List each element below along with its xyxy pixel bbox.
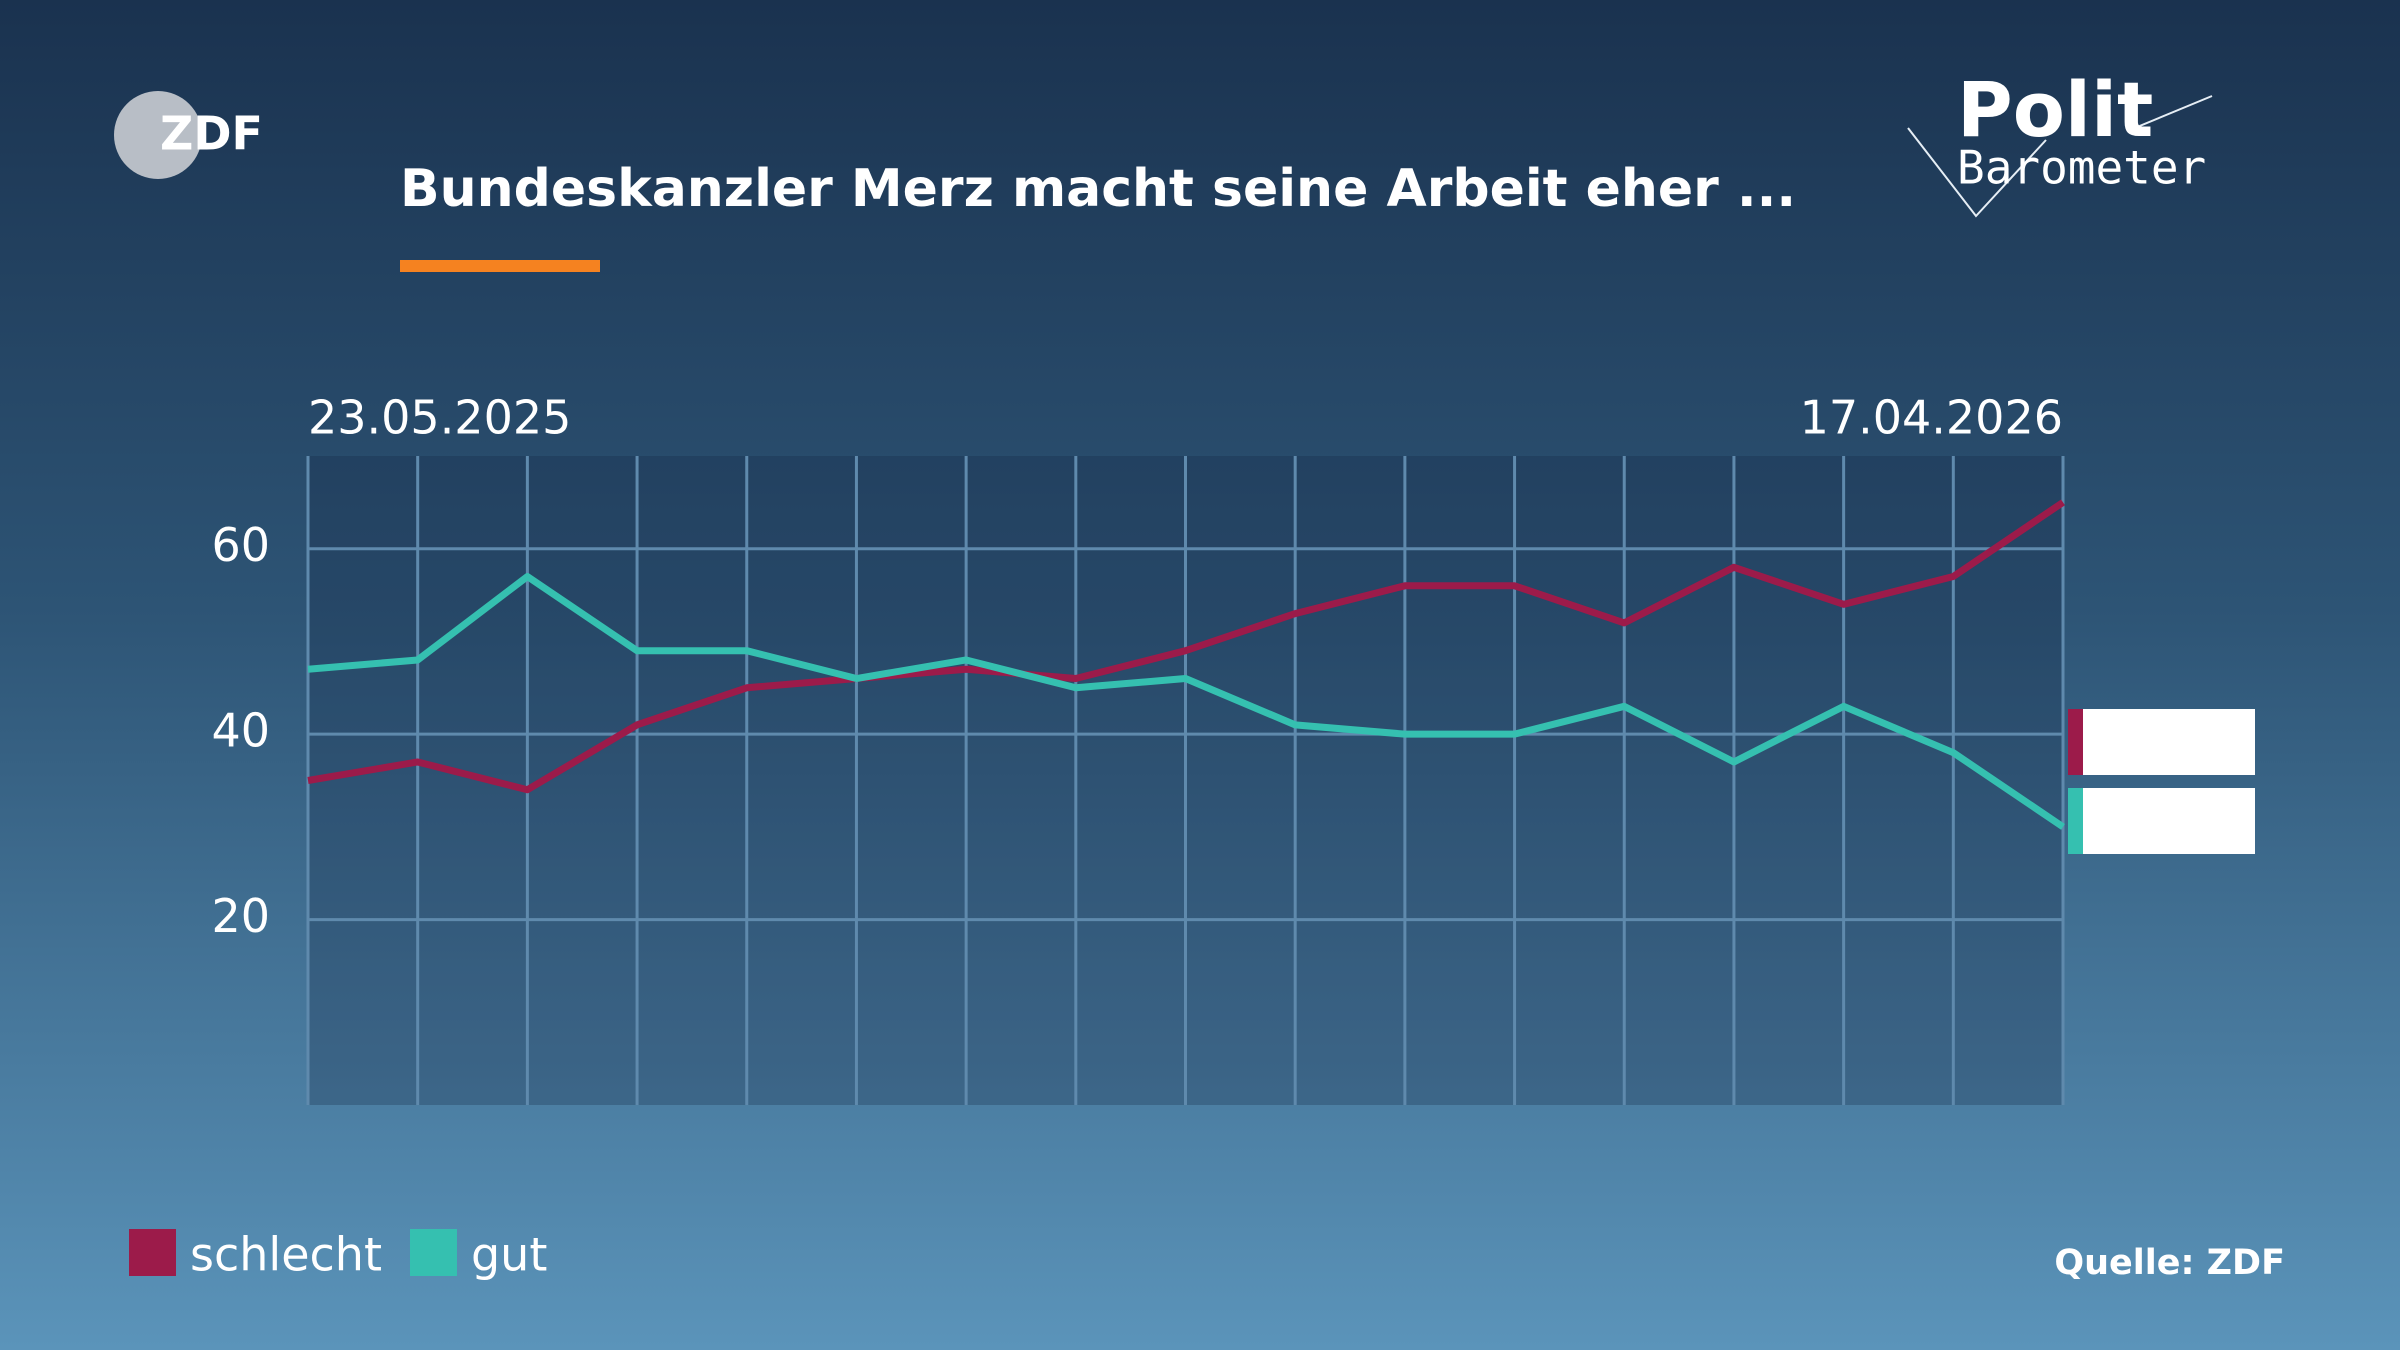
- y-tick-label: 20: [211, 889, 270, 943]
- barometer-check: [2129, 95, 2213, 131]
- title-underline: [400, 260, 600, 272]
- x-tick-label: 17.04.2026: [1800, 391, 2063, 445]
- source: Quelle: ZDF: [2054, 1243, 2285, 1283]
- legend-swatch: [129, 1229, 176, 1276]
- end-label: 65%: [2136, 713, 2247, 771]
- logo: ZDF: [160, 107, 263, 161]
- program-bottom: Barometer: [1957, 141, 2206, 195]
- end-label-swatch: [2068, 788, 2083, 854]
- series-line: [307, 573, 2065, 830]
- end-label-swatch: [2068, 709, 2083, 775]
- legend-swatch: [409, 1229, 457, 1276]
- barometer-check: [1907, 127, 2047, 218]
- series-line: [307, 499, 2065, 794]
- end-label: 30%: [2136, 792, 2247, 850]
- y-tick-label: 60: [211, 518, 270, 572]
- logo-circle: [114, 91, 202, 179]
- program-top: Polit: [1957, 65, 2153, 154]
- chart-title: Bundeskanzler Merz macht seine Arbeit eh…: [400, 159, 1796, 219]
- end-label-box: [2068, 788, 2255, 854]
- y-tick-label: 40: [211, 704, 270, 758]
- x-tick-label: 23.05.2025: [308, 391, 571, 445]
- legend-label: schlecht: [190, 1228, 382, 1282]
- legend-label: gut: [471, 1228, 547, 1282]
- end-label-box: [2068, 709, 2255, 775]
